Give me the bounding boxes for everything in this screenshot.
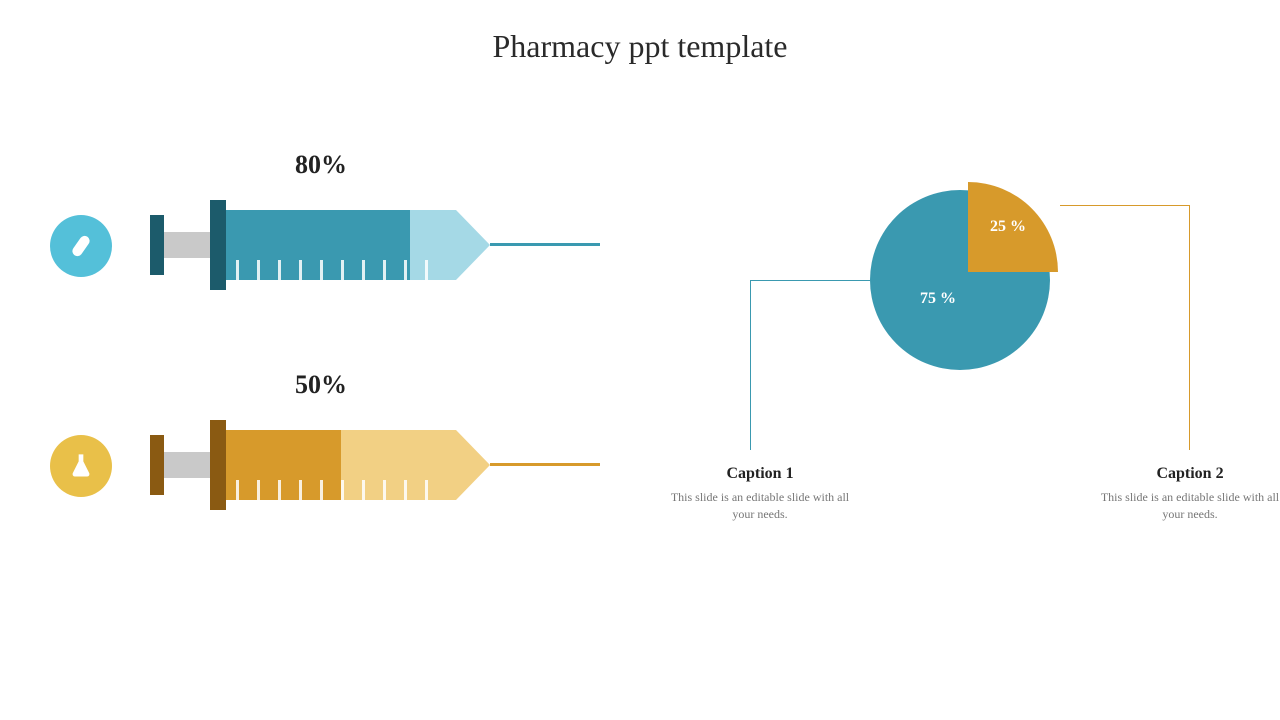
caption-2: Caption 2 This slide is an editable slid… — [1090, 465, 1280, 523]
syringe-1-label: 80% — [295, 150, 347, 180]
leader-1 — [750, 280, 870, 450]
pie-label-25: 25 % — [990, 218, 1026, 236]
syringe-2-body — [150, 410, 530, 520]
caption-1-text: This slide is an editable slide with all… — [660, 489, 860, 523]
syringe-1: 80% — [50, 160, 610, 320]
ticks — [236, 260, 428, 280]
barrel-tip — [456, 210, 490, 280]
caption-2-title: Caption 2 — [1090, 465, 1280, 483]
caption-2-text: This slide is an editable slide with all… — [1090, 489, 1280, 523]
syringe-2: 50% — [50, 380, 610, 540]
ticks — [236, 480, 428, 500]
syringe-2-label: 50% — [295, 370, 347, 400]
needle — [490, 463, 600, 466]
plunger-back — [150, 435, 164, 495]
caption-1: Caption 1 This slide is an editable slid… — [660, 465, 860, 523]
flask-icon — [50, 435, 112, 497]
flange — [210, 420, 226, 510]
barrel-tip — [456, 430, 490, 500]
leader-2 — [1060, 205, 1190, 450]
test-tube-icon — [50, 215, 112, 277]
pie-chart: 75 % 25 % Caption 1 This slide is an edi… — [780, 190, 1200, 570]
syringe-1-body — [150, 190, 530, 300]
flange — [210, 200, 226, 290]
needle — [490, 243, 600, 246]
page-title: Pharmacy ppt template — [0, 28, 1280, 65]
pie-label-75: 75 % — [920, 290, 956, 308]
caption-1-title: Caption 1 — [660, 465, 860, 483]
plunger-back — [150, 215, 164, 275]
